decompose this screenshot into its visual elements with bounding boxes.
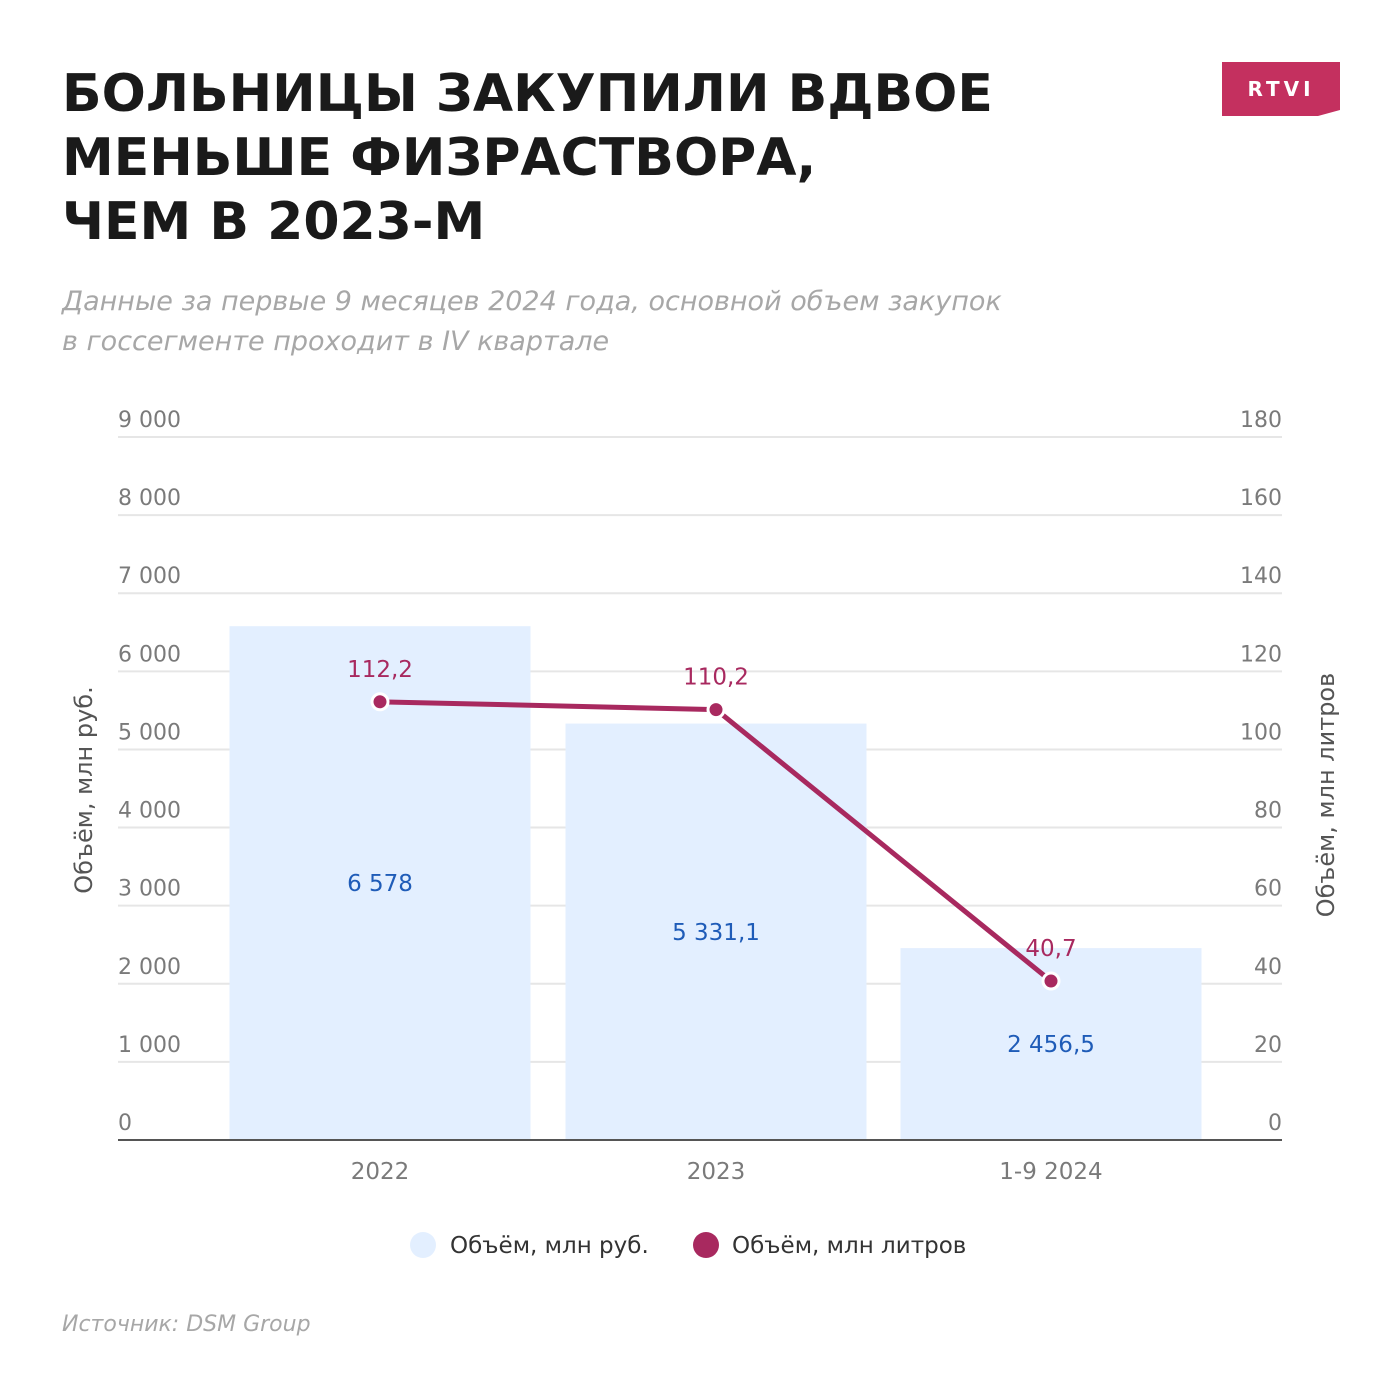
line-value-label: 110,2 xyxy=(683,665,749,691)
y-tick-label: 6 000 xyxy=(118,642,181,667)
y2-tick-label: 40 xyxy=(1254,955,1282,980)
rtvi-logo-text: RTVI xyxy=(1247,77,1315,101)
legend-marker-bar xyxy=(410,1232,436,1258)
axes: 0 0 1 000 20 2 000 40 3 000 60 4 000 80 5 000 100 6 … xyxy=(70,408,1340,1185)
line-point xyxy=(706,700,726,720)
y2-axis-title: Объём, млн литров xyxy=(1312,673,1340,918)
chart-subtitle-line-2: в госсегменте проходит в IV квартале xyxy=(62,326,610,357)
chart-title: БОЛЬНИЦЫ ЗАКУПИЛИ ВДВОЕ МЕНЬШЕ ФИЗРАСТВО… xyxy=(62,62,1162,254)
bar xyxy=(229,626,531,1140)
x-tick-label: 2023 xyxy=(687,1159,746,1185)
y2-tick-label: 180 xyxy=(1240,408,1282,433)
line-point xyxy=(1041,971,1061,991)
y-tick-label: 7 000 xyxy=(118,564,181,589)
bar-value-label: 6 578 xyxy=(347,871,413,897)
y-tick-label: 1 000 xyxy=(118,1033,181,1058)
y2-tick-label: 140 xyxy=(1240,564,1282,589)
x-tick-label: 1-9 2024 xyxy=(999,1159,1102,1185)
source-note: Источник: DSM Group xyxy=(62,1312,311,1337)
y-tick-label: 0 xyxy=(118,1111,132,1136)
y-tick-label: 2 000 xyxy=(118,955,181,980)
y2-tick-label: 20 xyxy=(1254,1033,1282,1058)
rtvi-logo-icon xyxy=(1222,62,1340,116)
chart-subtitle-line-1: Данные за первые 9 месяцев 2024 года, ос… xyxy=(62,286,1002,317)
chart-title-line-3: ЧЕМ В 2023-М xyxy=(62,192,486,252)
y2-tick-label: 60 xyxy=(1254,877,1282,902)
x-tick-label: 2022 xyxy=(351,1159,410,1185)
bar-series xyxy=(229,626,1202,1140)
legend-marker-line xyxy=(693,1232,719,1258)
chart-title-line-1: БОЛЬНИЦЫ ЗАКУПИЛИ ВДВОЕ xyxy=(62,64,993,124)
chart-title-line-2: МЕНЬШЕ ФИЗРАСТВОРА, xyxy=(62,128,817,188)
legend-label-line: Объём, млн литров xyxy=(732,1233,966,1259)
y-tick-label: 9 000 xyxy=(118,408,181,433)
bar-value-label: 2 456,5 xyxy=(1007,1032,1095,1058)
legend: Объём, млн руб. Объём, млн литров xyxy=(410,1232,966,1259)
y-tick-label: 3 000 xyxy=(118,877,181,902)
y-tick-label: 4 000 xyxy=(118,799,181,824)
line-value-label: 40,7 xyxy=(1025,936,1076,962)
chart-subtitle: Данные за первые 9 месяцев 2024 года, ос… xyxy=(62,282,1212,362)
data-labels: 6 578 5 331,1 2 456,5 112,2 110,2 40,7 xyxy=(347,657,1095,1058)
y-tick-label: 8 000 xyxy=(118,486,181,511)
y-axis-title: Объём, млн руб. xyxy=(70,686,98,893)
y2-tick-label: 120 xyxy=(1240,642,1282,667)
y2-tick-label: 80 xyxy=(1254,799,1282,824)
line-point xyxy=(370,692,390,712)
y-tick-label: 5 000 xyxy=(118,720,181,745)
line-series xyxy=(370,692,1061,991)
y2-tick-label: 100 xyxy=(1240,720,1282,745)
y2-tick-label: 160 xyxy=(1240,486,1282,511)
legend-label-bar: Объём, млн руб. xyxy=(450,1233,649,1259)
line-value-label: 112,2 xyxy=(347,657,413,683)
y2-tick-label: 0 xyxy=(1268,1111,1282,1136)
bar-value-label: 5 331,1 xyxy=(672,920,760,946)
